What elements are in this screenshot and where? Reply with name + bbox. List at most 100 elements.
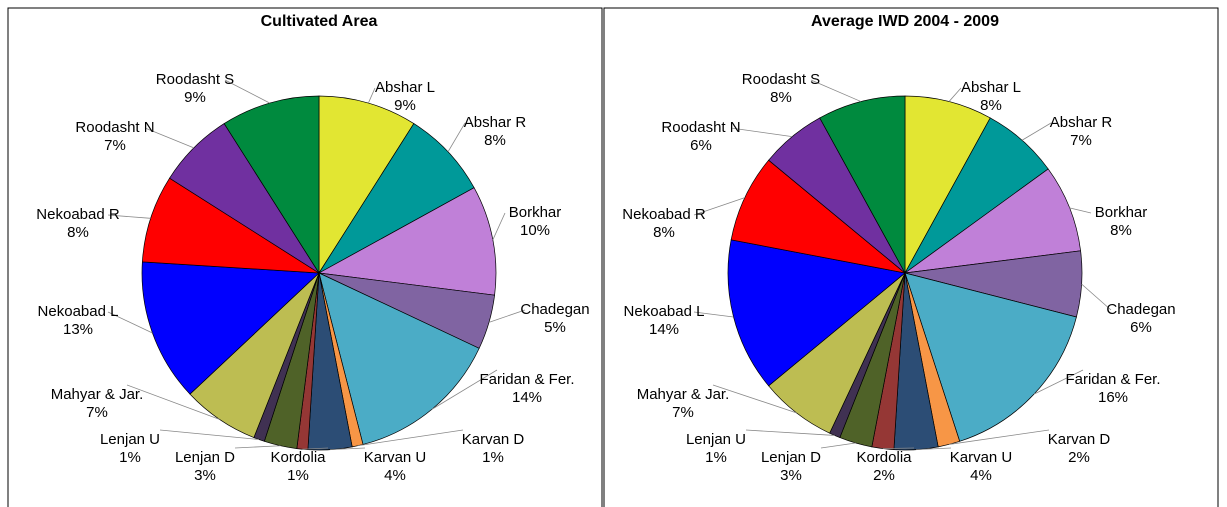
- slice-label: Mahyar & Jar.: [637, 386, 730, 403]
- leader-line: [745, 429, 835, 436]
- slice-value-label: 6%: [690, 137, 712, 154]
- slice-value-label: 9%: [394, 97, 416, 114]
- slice-label: Borkhar: [509, 204, 562, 221]
- leader-line: [1033, 369, 1084, 395]
- slice-label: Abshar R: [1050, 114, 1113, 131]
- slice-value-label: 8%: [770, 89, 792, 106]
- chart-title: Cultivated Area: [261, 13, 378, 30]
- pie-slice: [904, 272, 1077, 442]
- slice-value-label: 7%: [672, 404, 694, 421]
- leader-line: [882, 447, 915, 450]
- slice-label: Roodasht S: [156, 71, 234, 88]
- leader-line: [916, 447, 952, 451]
- slice-label: Karvan U: [950, 449, 1013, 466]
- slice-value-label: 5%: [544, 319, 566, 336]
- leader-line: [302, 447, 329, 450]
- pie-slice: [727, 239, 906, 387]
- slice-value-label: 7%: [104, 137, 126, 154]
- leader-line: [234, 445, 281, 449]
- pie-slice: [318, 272, 480, 445]
- slice-value-label: 16%: [1098, 389, 1128, 406]
- slice-label: Nekoabad R: [622, 206, 706, 223]
- pie-slice: [904, 95, 991, 274]
- chart-title: Average IWD 2004 - 2009: [811, 13, 999, 30]
- slice-label: Nekoabad L: [38, 303, 119, 320]
- leader-line: [693, 197, 745, 216]
- leader-line: [431, 369, 498, 410]
- leader-line: [126, 384, 220, 420]
- leader-line: [730, 127, 793, 138]
- leader-line: [1069, 207, 1092, 214]
- slice-label: Borkhar: [1095, 204, 1148, 221]
- slice-label: Lenjan D: [175, 449, 235, 466]
- slice-value-label: 1%: [119, 449, 141, 466]
- leader-line: [107, 311, 153, 334]
- leader-line: [357, 429, 464, 447]
- panel-border: [7, 7, 603, 507]
- slice-label: Lenjan U: [100, 431, 160, 448]
- slice-label: Chadegan: [1106, 301, 1175, 318]
- leader-line: [1021, 122, 1052, 141]
- slice-label: Faridan & Fer.: [1065, 371, 1160, 388]
- leader-line: [107, 214, 151, 219]
- leader-line: [330, 447, 366, 451]
- leader-line: [224, 79, 270, 104]
- slice-label: Kordolia: [270, 449, 326, 466]
- slice-label: Karvan D: [1048, 431, 1111, 448]
- slice-label: Abshar R: [464, 114, 527, 131]
- slice-label: Chadegan: [520, 301, 589, 318]
- slice-label: Nekoabad L: [624, 303, 705, 320]
- pie-slice: [904, 168, 1081, 274]
- leader-line: [159, 429, 260, 440]
- pie-slice: [318, 95, 415, 275]
- slice-value-label: 4%: [970, 467, 992, 484]
- slice-label: Abshar L: [375, 79, 435, 96]
- leader-line: [447, 122, 466, 153]
- pie-slice: [141, 177, 320, 274]
- leader-line: [144, 127, 194, 149]
- slice-value-label: 2%: [1068, 449, 1090, 466]
- slice-label: Lenjan U: [686, 431, 746, 448]
- slice-value-label: 8%: [653, 224, 675, 241]
- slice-value-label: 14%: [512, 389, 542, 406]
- slice-value-label: 4%: [384, 467, 406, 484]
- slice-value-label: 7%: [1070, 132, 1092, 149]
- slice-label: Nekoabad R: [36, 206, 120, 223]
- leader-line: [1081, 283, 1112, 311]
- pie-slice: [318, 123, 475, 274]
- slice-label: Faridan & Fer.: [479, 371, 574, 388]
- slice-value-label: 6%: [1130, 319, 1152, 336]
- leader-line: [693, 311, 734, 318]
- panel-border: [603, 7, 1219, 507]
- leader-line: [820, 442, 856, 449]
- leader-line: [810, 79, 862, 102]
- slice-label: Lenjan D: [761, 449, 821, 466]
- slice-value-label: 14%: [649, 321, 679, 338]
- slice-value-label: 8%: [980, 97, 1002, 114]
- slice-label: Abshar L: [961, 79, 1021, 96]
- pie-slice: [141, 261, 320, 395]
- slice-label: Karvan U: [364, 449, 427, 466]
- leader-line: [488, 309, 526, 323]
- slice-value-label: 3%: [194, 467, 216, 484]
- leader-line: [492, 212, 506, 240]
- leader-line: [948, 429, 1050, 445]
- slice-value-label: 1%: [705, 449, 727, 466]
- pie-slice: [223, 95, 320, 275]
- slice-value-label: 13%: [63, 321, 93, 338]
- slice-label: Karvan D: [462, 431, 525, 448]
- leader-line: [368, 87, 376, 104]
- slice-value-label: 8%: [484, 132, 506, 149]
- slice-label: Roodasht N: [75, 119, 154, 136]
- slice-value-label: 10%: [520, 222, 550, 239]
- pie-slice: [819, 95, 906, 274]
- slice-label: Roodasht N: [661, 119, 740, 136]
- slice-label: Kordolia: [856, 449, 912, 466]
- slice-value-label: 1%: [287, 467, 309, 484]
- slice-value-label: 8%: [67, 224, 89, 241]
- slice-value-label: 9%: [184, 89, 206, 106]
- pie-slice: [730, 159, 906, 274]
- slice-value-label: 3%: [780, 467, 802, 484]
